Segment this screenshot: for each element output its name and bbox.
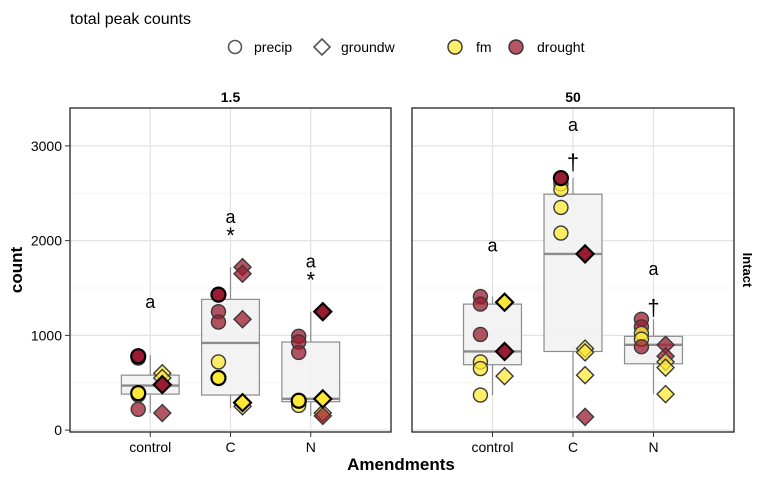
data-point-diamond-drought bbox=[233, 264, 253, 284]
data-point-diamond-fm bbox=[656, 358, 676, 378]
significance-annotation: * bbox=[306, 268, 315, 293]
data-point-diamond-drought bbox=[575, 243, 596, 264]
data-point-diamond-fm bbox=[575, 365, 595, 385]
significance-annotation: a bbox=[648, 259, 659, 279]
data-point-diamond-drought bbox=[313, 406, 333, 426]
significance-annotation: a bbox=[225, 207, 236, 227]
x-tick-label: C bbox=[225, 439, 235, 455]
data-point-diamond-drought bbox=[494, 341, 515, 362]
data-point-circle-drought bbox=[130, 401, 146, 417]
y-tick-label: 2000 bbox=[31, 233, 62, 249]
y-axis-label: count bbox=[7, 247, 26, 294]
data-point-diamond-drought bbox=[152, 374, 173, 395]
x-tick-label: control bbox=[471, 439, 513, 455]
data-point-diamond-drought bbox=[575, 407, 595, 427]
box-iqr bbox=[623, 335, 684, 365]
data-point-circle-fm bbox=[130, 385, 147, 402]
data-point-circle-drought bbox=[130, 348, 147, 365]
box-iqr bbox=[543, 193, 603, 353]
significance-annotation: * bbox=[226, 223, 235, 248]
panel-1.5: 1.5aa*a*control C N bbox=[69, 89, 392, 455]
x-tick-label: control bbox=[129, 439, 171, 455]
panel-label: 50 bbox=[565, 89, 581, 105]
box-iqr bbox=[281, 341, 341, 403]
facet-strip-label: Intact bbox=[740, 253, 755, 288]
y-tick-label: 0 bbox=[54, 422, 62, 438]
y-axis: count 0 1000 2000 3000 bbox=[7, 138, 70, 438]
data-point-circle-drought bbox=[472, 326, 489, 343]
legend-label: fm bbox=[476, 39, 492, 55]
data-point-diamond-fm bbox=[495, 366, 515, 386]
data-point-circle-drought bbox=[291, 344, 307, 361]
legend-key-circle bbox=[227, 39, 243, 55]
legend-item-groundw: groundw bbox=[312, 37, 396, 57]
x-axis-label: Amendments bbox=[347, 455, 455, 474]
legend-key-color bbox=[508, 39, 524, 55]
data-point-circle-fm bbox=[210, 369, 227, 387]
box-iqr bbox=[201, 298, 260, 396]
significance-annotation: a bbox=[306, 251, 317, 271]
data-point-circle-fm bbox=[210, 354, 227, 370]
legend-item-fm: fm bbox=[447, 39, 492, 55]
data-point-circle-fm bbox=[472, 360, 489, 377]
data-point-circle-fm bbox=[472, 387, 489, 403]
legend-label: groundw bbox=[341, 39, 396, 55]
data-point-diamond-fm bbox=[575, 342, 595, 362]
legend-item-drought: drought bbox=[508, 39, 585, 55]
data-point-diamond-drought bbox=[152, 403, 172, 423]
y-tick-label: 1000 bbox=[31, 327, 62, 343]
data-point-circle-drought bbox=[210, 286, 227, 303]
box-iqr bbox=[462, 303, 523, 366]
significance-annotation: † bbox=[567, 149, 579, 174]
legend-label: precip bbox=[254, 39, 292, 55]
boxplot-C bbox=[543, 178, 603, 418]
data-point-diamond-fm bbox=[656, 384, 676, 404]
data-point-circle-drought bbox=[552, 170, 570, 187]
data-point-diamond-fm bbox=[232, 392, 253, 413]
significance-annotation: † bbox=[647, 295, 659, 320]
data-point-diamond-fm bbox=[312, 388, 333, 409]
significance-annotation: a bbox=[568, 115, 579, 135]
x-tick-label: N bbox=[648, 439, 658, 455]
data-point-circle-drought bbox=[472, 296, 489, 312]
data-point-circle-fm bbox=[290, 392, 307, 409]
data-point-circle-drought bbox=[633, 339, 650, 355]
x-tick-label: N bbox=[306, 439, 316, 455]
data-point-diamond-fm bbox=[494, 292, 515, 313]
legend-label: drought bbox=[537, 39, 585, 55]
significance-annotation: a bbox=[487, 235, 498, 255]
data-point-circle-drought bbox=[210, 314, 227, 330]
panel-label: 1.5 bbox=[221, 89, 241, 105]
data-point-circle-fm bbox=[553, 225, 569, 241]
y-tick-label: 3000 bbox=[31, 138, 62, 154]
data-point-diamond-drought bbox=[233, 309, 253, 329]
data-point-circle-fm bbox=[553, 199, 569, 216]
legend-key-color bbox=[447, 39, 463, 55]
data-point-diamond-drought bbox=[312, 301, 333, 322]
legend-item-precip: precip bbox=[227, 39, 292, 55]
legend: precip groundw fm drought bbox=[227, 37, 585, 57]
legend-key-diamond bbox=[312, 37, 332, 57]
x-tick-label: C bbox=[568, 439, 578, 455]
panel-50: 50 a a † a † control C N bbox=[411, 89, 735, 455]
chart-title: total peak counts bbox=[70, 11, 191, 28]
significance-annotation: a bbox=[145, 292, 156, 312]
